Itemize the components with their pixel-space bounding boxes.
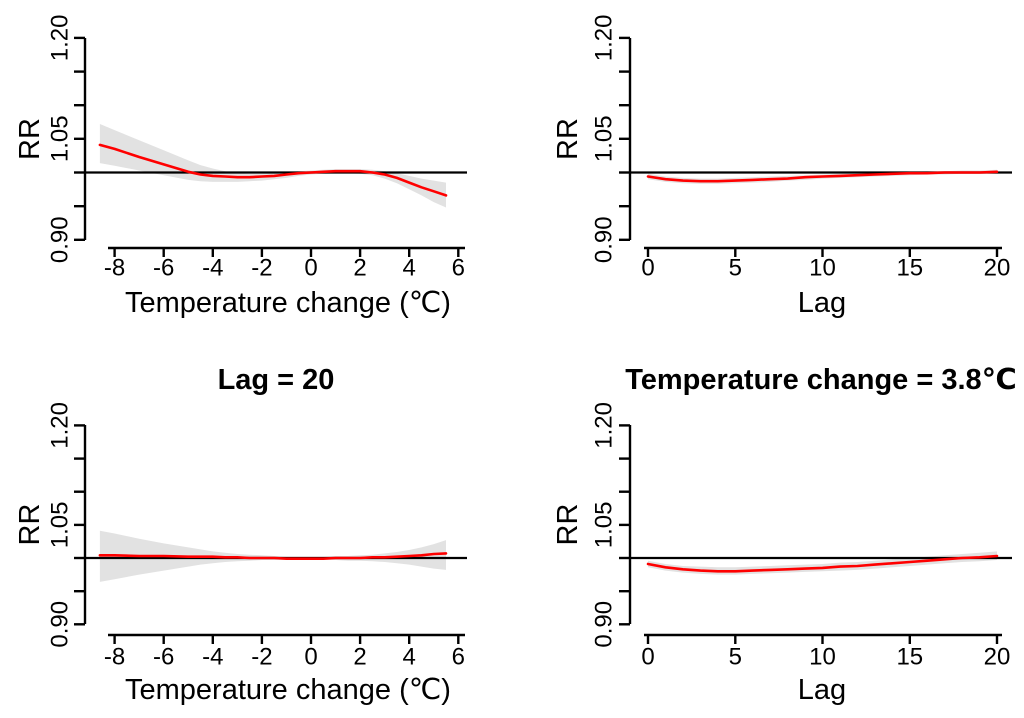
- bottom-right-x-axis-label: Lag: [798, 674, 846, 706]
- top-left-y-tick-label: 1.05: [47, 115, 74, 162]
- bottom-left-x-tick-label: 2: [353, 644, 366, 671]
- bottom-right-ci-band: [648, 551, 997, 575]
- bottom-right-y-axis-label: RR: [552, 504, 584, 546]
- top-right-rr-curve: [646, 170, 999, 183]
- top-left-x-tick-label: -2: [251, 255, 272, 282]
- top-left-y-axis-label: RR: [14, 118, 46, 160]
- bottom-left-y-tick-label: 0.90: [47, 601, 74, 648]
- bottom-left-x-tick-label: -4: [202, 644, 223, 671]
- bottom-right-rr-curve: [646, 554, 999, 573]
- top-right-y-tick-label: 1.05: [591, 115, 618, 162]
- bottom-left-x-tick-label: -2: [251, 644, 272, 671]
- bottom-right-x-tick-label: 5: [729, 644, 742, 671]
- bottom-right-x-tick-label: 15: [896, 644, 923, 671]
- bottom-right-title: Temperature change = 3.8℃: [625, 364, 1017, 396]
- top-left-x-tick-label: -8: [104, 255, 125, 282]
- bottom-left-y-axis-label: RR: [14, 504, 46, 546]
- bottom-left-x-tick-label: -8: [104, 644, 125, 671]
- top-left-x-axis-label: Temperature change (℃): [125, 287, 451, 319]
- top-left-ci-band: [99, 124, 447, 208]
- top-right-x-tick-label: 5: [729, 255, 742, 282]
- bottom-left-x-axis-label: Temperature change (℃): [125, 674, 451, 706]
- bottom-right-y-tick-label: 0.90: [591, 601, 618, 648]
- top-left-rr-curve: [98, 143, 448, 197]
- top-left-y-tick-label: 1.20: [47, 15, 74, 62]
- bottom-left-ci-band: [99, 530, 447, 582]
- top-left-x-tick-label: 0: [304, 255, 317, 282]
- bottom-left-x-tick-label: 4: [403, 644, 416, 671]
- bottom-left-title: Lag = 20: [218, 364, 335, 396]
- top-right-y-axis-label: RR: [552, 118, 584, 160]
- bottom-right-y-tick-label: 1.05: [591, 502, 618, 549]
- top-right-y-tick-label: 0.90: [591, 216, 618, 263]
- bottom-left-rr-curve: [98, 552, 448, 561]
- top-left-x-tick-label: -4: [202, 255, 223, 282]
- top-left-x-tick-label: 2: [353, 255, 366, 282]
- top-left-x-tick-label: 6: [452, 255, 465, 282]
- bottom-left-y-tick-label: 1.05: [47, 502, 74, 549]
- top-right-x-tick-label: 0: [641, 255, 654, 282]
- top-right-x-axis-label: Lag: [798, 287, 846, 319]
- bottom-right-x-tick-label: 20: [984, 644, 1011, 671]
- top-left-x-tick-label: -6: [153, 255, 174, 282]
- top-left-y-tick-label: 0.90: [47, 216, 74, 263]
- top-right-x-tick-label: 20: [984, 255, 1011, 282]
- top-right-x-tick-label: 15: [896, 255, 923, 282]
- bottom-left-y-tick-label: 1.20: [47, 402, 74, 449]
- bottom-right-x-tick-label: 10: [809, 644, 836, 671]
- bottom-left-x-tick-label: 6: [452, 644, 465, 671]
- top-right-y-tick-label: 1.20: [591, 15, 618, 62]
- bottom-right-y-tick-label: 1.20: [591, 402, 618, 449]
- bottom-right-x-tick-label: 0: [641, 644, 654, 671]
- panel-top-right: 0.90 1.05 1.20 0 5 10 15 20 Lag RR: [552, 15, 1012, 319]
- top-left-x-tick-label: 4: [403, 255, 416, 282]
- bottom-left-x-tick-label: 0: [304, 644, 317, 671]
- top-right-x-tick-label: 10: [809, 255, 836, 282]
- bottom-left-x-tick-label: -6: [153, 644, 174, 671]
- panel-bottom-right: 0.90 1.05 1.20 0 5 10 15 20 Lag RR Temperature cha…: [552, 364, 1017, 706]
